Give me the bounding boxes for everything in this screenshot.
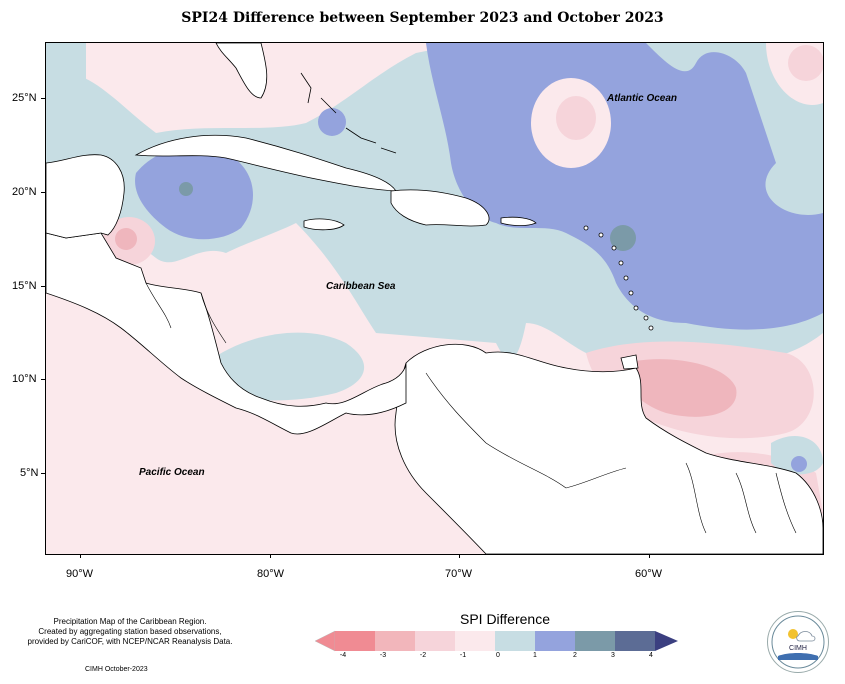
blue-zone-atlantic [426,43,823,330]
light-blue-zone-northwest [46,43,86,113]
credits-note: Precipitation Map of the Caribbean Regio… [10,617,250,647]
land-lesser-antilles [583,225,654,331]
blue-dot-bahamas [318,108,346,136]
label-atlantic-ocean: Atlantic Ocean [607,93,678,104]
legend-tick-label: 3 [611,652,615,659]
x-axis-label-80w: 80°W [257,568,285,580]
pink-core-belize [115,228,137,250]
legend-swatch [415,631,455,651]
legend-tick-label: -2 [419,652,427,659]
legend-swatch [375,631,415,651]
legend-tick-label: 0 [496,652,500,659]
y-tick [41,98,45,99]
legend-title: SPI Difference [459,611,550,627]
legend-tick-label: -1 [459,652,467,659]
land-puerto-rico [500,216,537,227]
light-blue-zone-guianas [771,435,823,475]
land-jamaica [303,218,345,231]
y-axis-label-15n: 15°N [12,280,37,292]
label-caribbean-sea: Caribbean Sea [326,281,396,292]
light-blue-zone-central [206,332,365,401]
x-tick [80,554,81,558]
y-tick [41,473,45,474]
legend-tick-label: 2 [573,652,577,659]
land-south-america [394,343,823,554]
y-tick [41,286,45,287]
x-tick [459,554,460,558]
legend-arrow-right [655,631,678,651]
spi-map-svg [46,43,823,554]
x-axis-label-60w: 60°W [635,568,663,580]
map-plot [45,42,824,555]
y-axis-label-5n: 5°N [20,467,39,479]
cimh-logo: CIMH [767,611,829,673]
y-tick [41,192,45,193]
credits-line-2: Created by aggregating station based obs… [38,627,222,636]
legend-tick-label: -4 [339,652,347,659]
legend-swatch [455,631,495,651]
y-axis-label-25n: 25°N [12,92,37,104]
land-trinidad [620,354,639,370]
logo-emblem-icon [771,615,825,669]
land-yucatan [46,154,125,239]
legend-swatch [335,631,375,651]
blue-dot-guianas [791,456,807,472]
land-central-america [46,232,407,435]
legend-swatch [575,631,615,651]
x-axis-label-90w: 90°W [66,568,94,580]
pink-core-atlantic [556,96,596,140]
legend-swatch [535,631,575,651]
legend-tick-label: 1 [533,652,537,659]
logo-text: CIMH [789,645,807,652]
y-tick [41,379,45,380]
pink-core-east [625,359,737,417]
credits-date: CIMH October-2023 [85,666,148,673]
x-axis-label-70w: 70°W [445,568,473,580]
country-borders [145,282,797,534]
credits-line-3: provided by CariCOF, with NCEP/NCAR Rean… [27,637,233,646]
credits-line-1: Precipitation Map of the Caribbean Regio… [53,617,207,626]
legend-swatch [495,631,535,651]
land-florida [215,43,268,99]
y-axis-label-20n: 20°N [12,186,37,198]
label-pacific-ocean: Pacific Ocean [139,467,205,478]
y-axis-label-10n: 10°N [12,373,37,385]
legend-tick-label: -3 [379,652,387,659]
blue-zone-western-caribbean [135,145,253,240]
legend-swatch [615,631,655,651]
teal-dot-antilles [610,225,636,251]
legend-colorbar [314,630,678,652]
land-bahamas [300,72,397,154]
x-tick [270,554,271,558]
legend-tick-label: 4 [649,652,653,659]
map-title: SPI24 Difference between September 2023 … [181,10,664,26]
x-tick [649,554,650,558]
legend-arrow-left [314,630,336,652]
land-hispaniola [390,189,490,227]
teal-dot-western-caribbean [179,182,193,196]
pink-core-northeast [788,45,823,81]
